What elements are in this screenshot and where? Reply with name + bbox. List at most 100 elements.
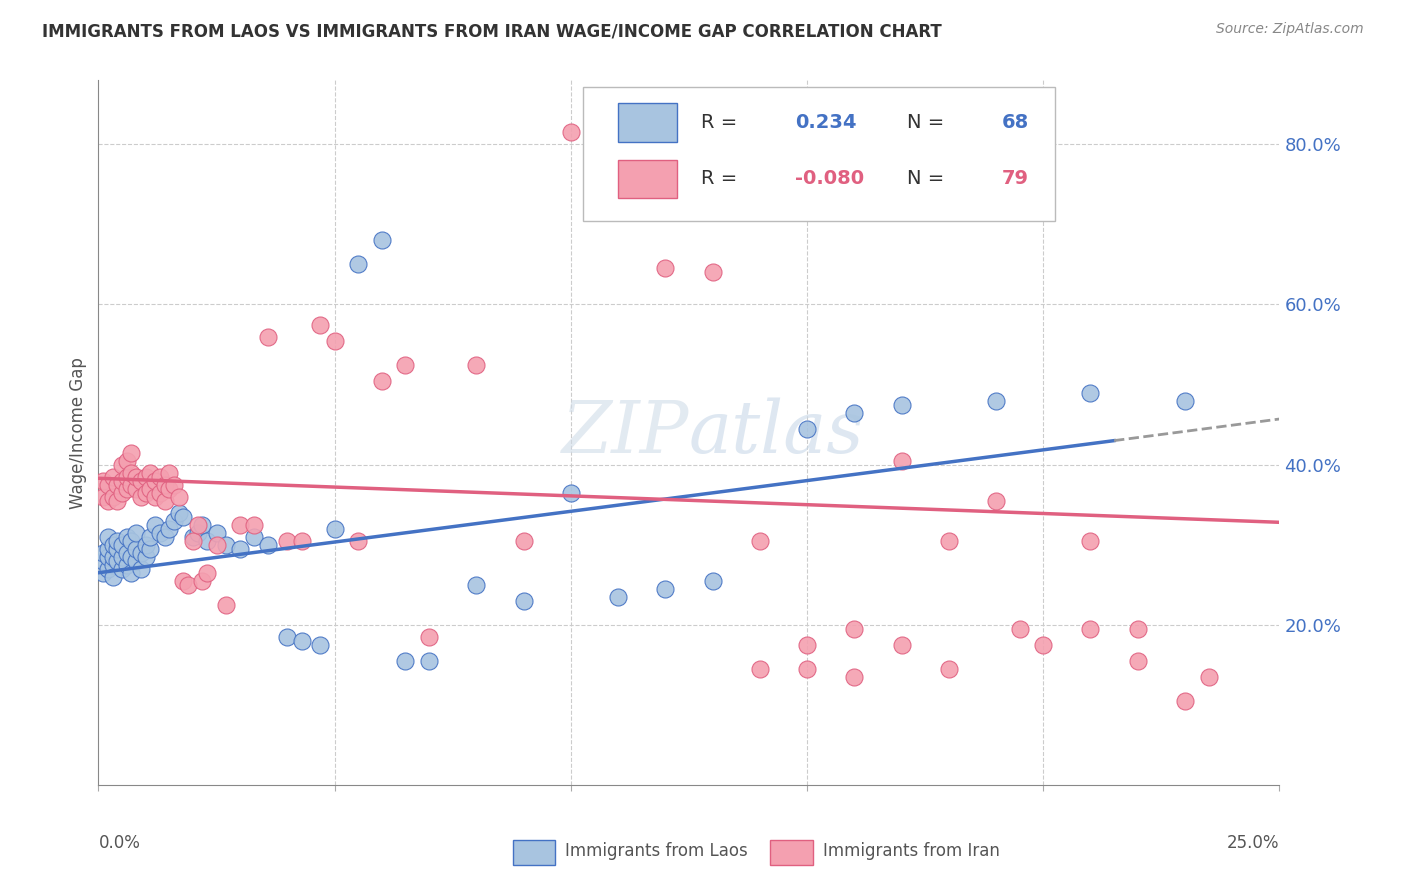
- Point: [121, 533, 143, 548]
- Point: [890, 398, 912, 412]
- FancyBboxPatch shape: [619, 103, 678, 142]
- Point: [796, 422, 818, 436]
- Point: [121, 566, 143, 580]
- Point: [187, 517, 209, 532]
- Point: [191, 517, 214, 532]
- Point: [111, 485, 134, 500]
- Point: [654, 582, 676, 596]
- Text: ZIP: ZIP: [561, 397, 689, 468]
- Point: [125, 554, 148, 568]
- Text: 79: 79: [1002, 169, 1029, 188]
- Text: -0.080: -0.080: [796, 169, 865, 188]
- Point: [257, 329, 280, 343]
- Point: [257, 538, 280, 552]
- Point: [143, 490, 166, 504]
- Point: [129, 490, 152, 504]
- Point: [172, 574, 194, 588]
- Point: [181, 533, 204, 548]
- Point: [796, 638, 818, 652]
- Point: [172, 509, 194, 524]
- Point: [187, 525, 209, 540]
- Text: N =: N =: [907, 169, 950, 188]
- Point: [129, 474, 152, 488]
- Point: [115, 530, 138, 544]
- Point: [560, 485, 582, 500]
- Point: [844, 670, 866, 684]
- Point: [115, 546, 138, 560]
- Point: [105, 533, 128, 548]
- Point: [938, 533, 960, 548]
- Point: [748, 533, 770, 548]
- Point: [139, 541, 162, 556]
- Point: [143, 474, 166, 488]
- Text: Immigrants from Iran: Immigrants from Iran: [823, 842, 1000, 860]
- Point: [153, 493, 176, 508]
- Point: [177, 578, 200, 592]
- Point: [1126, 654, 1149, 668]
- Point: [135, 485, 157, 500]
- Point: [105, 554, 128, 568]
- Point: [1126, 622, 1149, 636]
- Point: [157, 466, 180, 480]
- Point: [1198, 670, 1220, 684]
- Point: [97, 477, 120, 491]
- Y-axis label: Wage/Income Gap: Wage/Income Gap: [69, 357, 87, 508]
- Point: [129, 546, 152, 560]
- Point: [91, 566, 114, 580]
- Point: [101, 469, 124, 483]
- Text: 25.0%: 25.0%: [1227, 834, 1279, 852]
- Point: [157, 522, 180, 536]
- Point: [135, 469, 157, 483]
- FancyBboxPatch shape: [582, 87, 1054, 221]
- Point: [243, 530, 266, 544]
- Point: [394, 358, 416, 372]
- Point: [115, 482, 138, 496]
- Point: [91, 490, 114, 504]
- Point: [125, 541, 148, 556]
- Point: [101, 538, 124, 552]
- Point: [111, 562, 134, 576]
- Point: [229, 517, 252, 532]
- Point: [347, 533, 370, 548]
- Point: [195, 566, 218, 580]
- Text: Source: ZipAtlas.com: Source: ZipAtlas.com: [1216, 22, 1364, 37]
- Point: [347, 257, 370, 271]
- Point: [984, 493, 1007, 508]
- Point: [191, 574, 214, 588]
- Point: [181, 530, 204, 544]
- Point: [654, 261, 676, 276]
- Point: [101, 490, 124, 504]
- Point: [1174, 694, 1197, 708]
- Point: [105, 541, 128, 556]
- Point: [1008, 622, 1031, 636]
- Point: [371, 234, 394, 248]
- Text: 0.234: 0.234: [796, 113, 856, 132]
- Point: [394, 654, 416, 668]
- Point: [702, 574, 724, 588]
- Point: [1080, 385, 1102, 400]
- Point: [111, 458, 134, 472]
- Point: [163, 514, 186, 528]
- Point: [101, 549, 124, 564]
- Point: [205, 525, 228, 540]
- Point: [125, 482, 148, 496]
- Point: [139, 530, 162, 544]
- Point: [796, 662, 818, 676]
- Text: 68: 68: [1002, 113, 1029, 132]
- Point: [121, 466, 143, 480]
- Point: [702, 265, 724, 279]
- Point: [607, 129, 630, 144]
- Point: [91, 554, 114, 568]
- Point: [157, 482, 180, 496]
- Point: [115, 453, 138, 467]
- Point: [560, 125, 582, 139]
- Point: [323, 522, 346, 536]
- Point: [101, 558, 124, 572]
- Point: [512, 594, 534, 608]
- Point: [105, 493, 128, 508]
- Point: [371, 374, 394, 388]
- Point: [129, 562, 152, 576]
- Point: [167, 506, 190, 520]
- Point: [149, 525, 172, 540]
- Point: [143, 517, 166, 532]
